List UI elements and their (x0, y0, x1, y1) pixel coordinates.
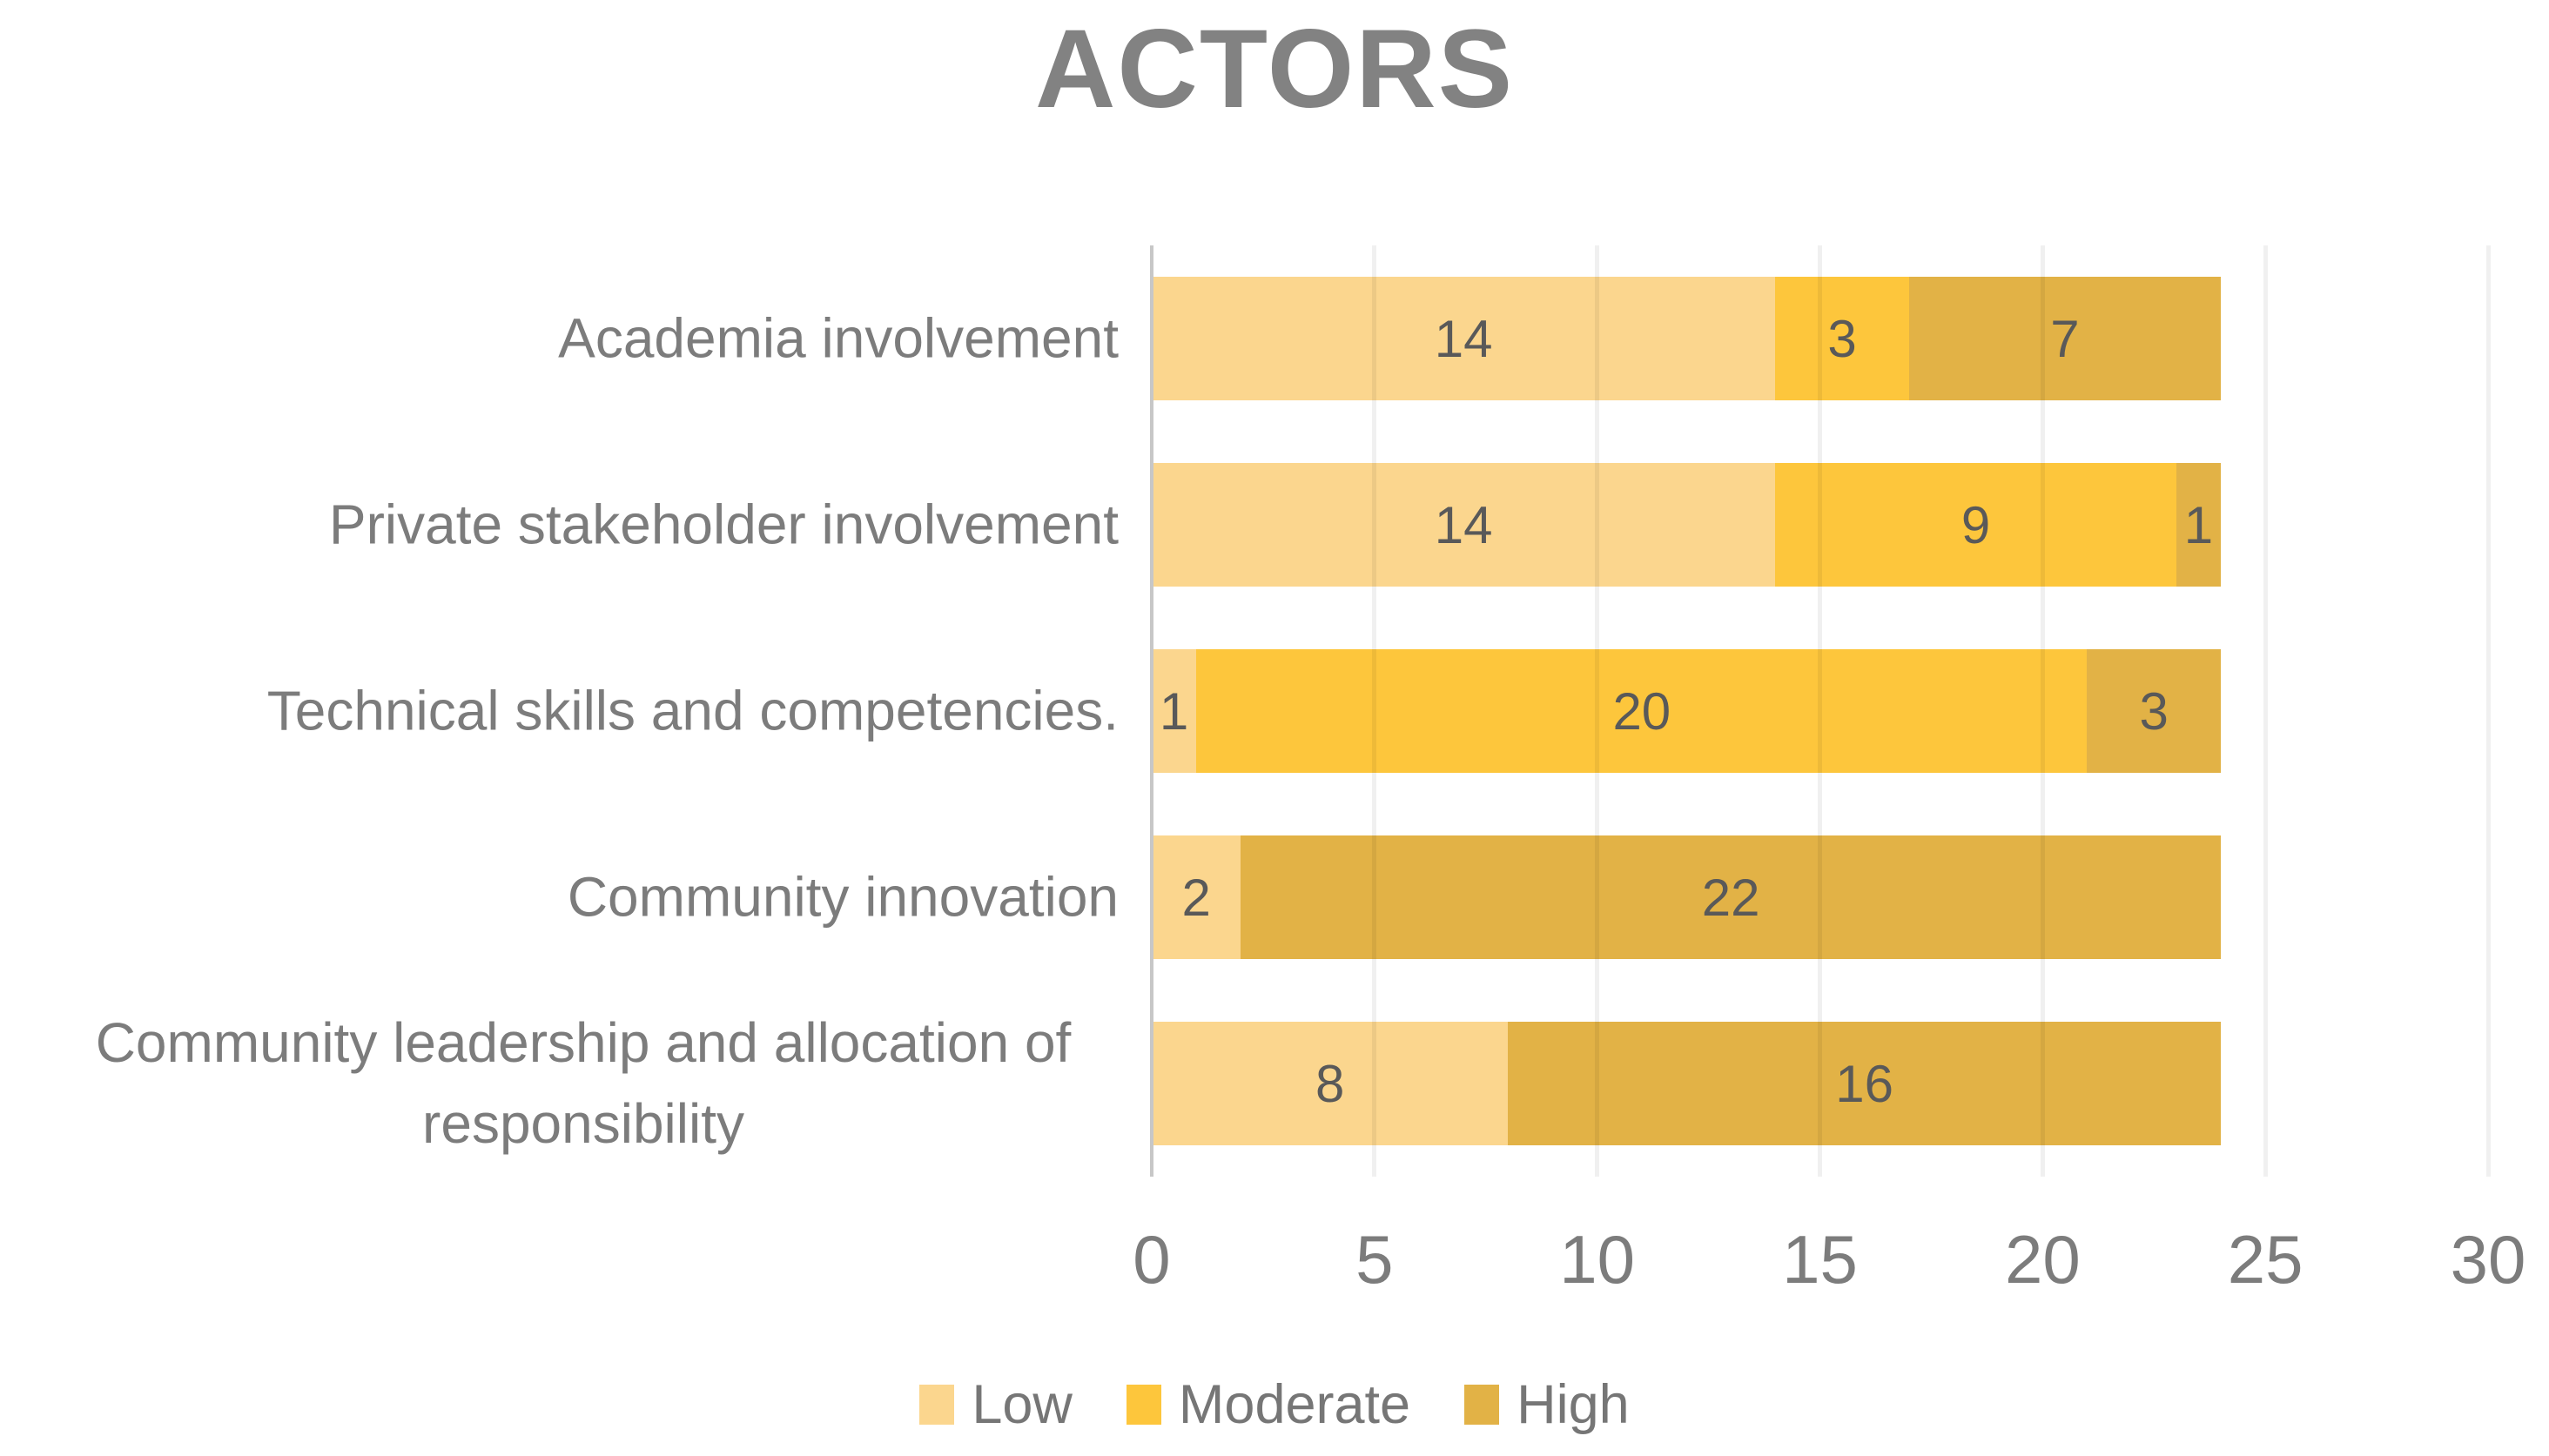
bar-segment-value: 2 (1181, 868, 1211, 927)
bar-row: 1 20 3 (1152, 649, 2221, 773)
x-axis-tick-label: 30 (2450, 1221, 2526, 1298)
bar-segment-low: 2 (1152, 835, 1241, 959)
bar-segment-low: 14 (1152, 463, 1776, 587)
bar-segment-value: 3 (1827, 309, 1857, 368)
bar-row: 14 9 1 (1152, 463, 2221, 587)
x-axis-tick-label: 20 (2004, 1221, 2081, 1298)
gridline (2263, 245, 2268, 1177)
gridline (2485, 245, 2491, 1177)
legend-label: Moderate (1178, 1374, 1411, 1435)
x-axis-tick-label: 10 (1559, 1221, 1636, 1298)
gridline (2040, 245, 2045, 1177)
bar-segment-value: 16 (1835, 1054, 1894, 1113)
plot-area: 14 3 7 14 9 1 1 20 3 2 22 8 16 (1150, 245, 2491, 1177)
bar-row: 8 16 (1152, 1022, 2221, 1145)
bar-segment-low: 1 (1152, 649, 1197, 773)
bar-segment-value: 7 (2050, 309, 2080, 368)
gridline (1595, 245, 1600, 1177)
category-label: Private stakeholder involvement (0, 485, 1119, 566)
bar-segment-value: 22 (1701, 868, 1760, 927)
bar-row: 2 22 (1152, 835, 2221, 959)
bar-segment-high: 7 (1908, 277, 2221, 400)
category-label: Technical skills and competencies. (0, 671, 1119, 752)
bar-segment-value: 9 (1961, 495, 1991, 554)
legend-label: High (1517, 1374, 1630, 1435)
x-axis-tick-label: 15 (1782, 1221, 1858, 1298)
x-axis-tick-label: 0 (1133, 1221, 1171, 1298)
bar-segment-high: 1 (2176, 463, 2221, 587)
bar-segment-moderate: 20 (1196, 649, 2088, 773)
bar-segment-value: 3 (2139, 681, 2169, 741)
category-label-text: Community leadership and allocation of r… (95, 1011, 1072, 1155)
category-label: Community leadership and allocation of r… (0, 1003, 1119, 1164)
axis-line (1150, 245, 1153, 1177)
bar-segment-low: 8 (1152, 1022, 1509, 1145)
legend-label: Low (972, 1374, 1073, 1435)
category-label-text: Academia involvement (558, 306, 1119, 370)
bar-segment-value: 14 (1434, 495, 1493, 554)
bar-segment-value: 8 (1315, 1054, 1345, 1113)
legend-swatch-high (1464, 1385, 1500, 1425)
legend-swatch-low (919, 1385, 955, 1425)
bar-segment-high: 16 (1508, 1022, 2221, 1145)
bar-segment-value: 20 (1612, 681, 1671, 741)
category-label-text: Community innovation (567, 865, 1119, 929)
bar-segment-high: 3 (2087, 649, 2221, 773)
bar-segment-moderate: 3 (1775, 277, 1909, 400)
x-axis-tick-label: 25 (2227, 1221, 2304, 1298)
legend-item-low: Low (919, 1373, 1073, 1436)
bar-segment-high: 22 (1241, 835, 2221, 959)
category-label-text: Technical skills and competencies. (266, 679, 1119, 742)
legend-swatch-moderate (1126, 1385, 1161, 1425)
gridline (1818, 245, 1822, 1177)
bar-segment-moderate: 9 (1775, 463, 2176, 587)
bar-segment-value: 1 (2183, 495, 2214, 554)
x-axis-tick-label: 5 (1355, 1221, 1394, 1298)
bar-segment-value: 1 (1159, 681, 1189, 741)
category-label: Academia involvement (0, 299, 1119, 379)
chart-title: ACTORS (1034, 7, 1515, 131)
legend-item-moderate: Moderate (1126, 1373, 1411, 1436)
bar-row: 14 3 7 (1152, 277, 2221, 400)
gridline (1372, 245, 1377, 1177)
category-label: Community innovation (0, 857, 1119, 938)
legend-item-high: High (1464, 1373, 1630, 1436)
bar-segment-low: 14 (1152, 277, 1776, 400)
legend: Low Moderate High (0, 1373, 2549, 1436)
bar-segment-value: 14 (1434, 309, 1493, 368)
category-label-text: Private stakeholder involvement (328, 493, 1119, 556)
